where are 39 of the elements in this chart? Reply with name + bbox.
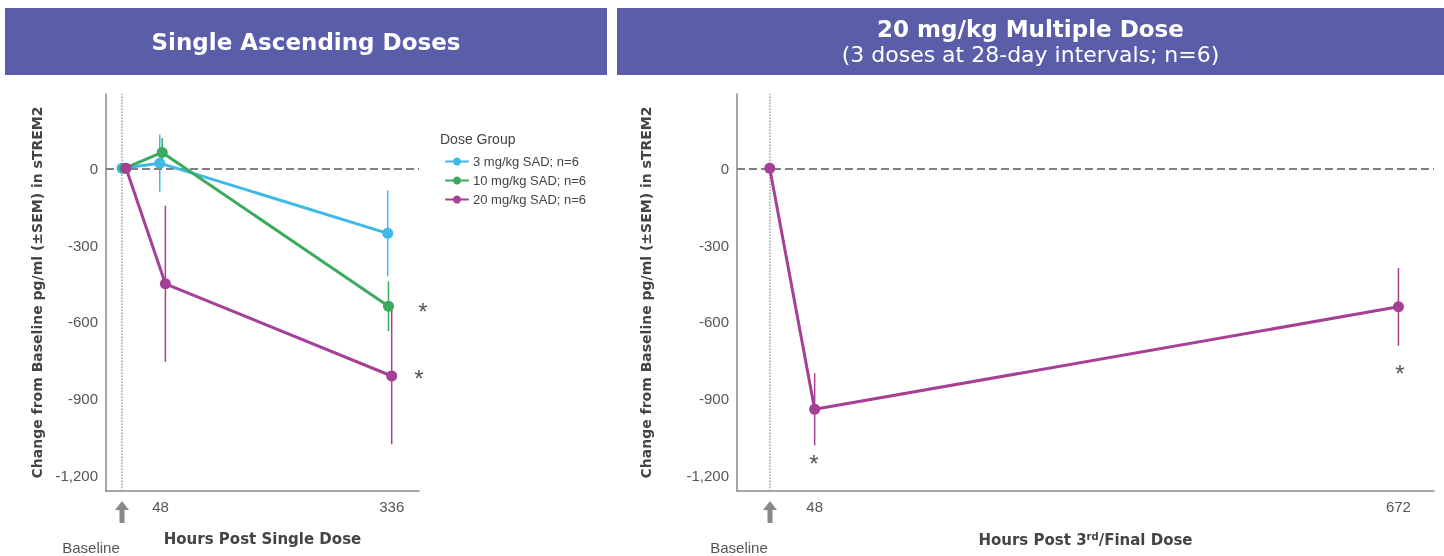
y-tick-label: -1,200 [55, 467, 98, 485]
legend-label: 10 mg/kg SAD; n=6 [473, 173, 587, 188]
annotation: * [809, 449, 819, 477]
annotation: * [414, 364, 424, 392]
point [809, 403, 821, 415]
text: Baseline [710, 538, 768, 556]
y-tick-label: -600 [67, 313, 98, 331]
legend-title: Dose Group [440, 131, 516, 147]
y-axis-title: Change from Baseline pg/ml (±SEM) in sTREM2 [29, 106, 45, 479]
point [159, 278, 171, 290]
y-tick-label: -300 [698, 236, 729, 254]
point [1392, 301, 1404, 313]
annotation: * [1395, 359, 1405, 387]
x-axis-title: Hours Post Single Dose [163, 529, 362, 548]
x-tick-label: 48 [806, 498, 823, 515]
point [154, 157, 166, 169]
chart-subtitle: (3 doses at 28-day intervals; n=6) [841, 42, 1220, 67]
point [156, 146, 168, 158]
legend-label: 3 mg/kg SAD; n=6 [473, 154, 579, 169]
y-axis-title: Change from Baseline pg/ml (±SEM) in sTREM2 [638, 106, 654, 479]
y-tick-label: 0 [89, 159, 98, 177]
x-tick-label: 336 [379, 498, 405, 515]
x-tick-label: 672 [1385, 498, 1411, 515]
y-tick-label: -900 [698, 390, 729, 408]
chart-title: 20 mg/kg Multiple Dose [877, 16, 1184, 42]
y-tick-label: -300 [67, 236, 98, 254]
annotation: * [418, 297, 428, 325]
y-tick-label: -600 [698, 313, 729, 331]
y-tick-label: -1,200 [686, 467, 729, 485]
point [383, 300, 394, 312]
y-tick-label: -900 [67, 390, 98, 408]
text: Baseline [62, 538, 120, 556]
point [382, 227, 394, 239]
y-tick-label: 0 [720, 159, 729, 177]
point [764, 162, 776, 174]
legend-label: 20 mg/kg SAD; n=6 [473, 192, 587, 207]
chart-title: Single Ascending Doses [151, 28, 461, 55]
point [386, 370, 398, 382]
x-tick-label: 48 [152, 498, 169, 515]
